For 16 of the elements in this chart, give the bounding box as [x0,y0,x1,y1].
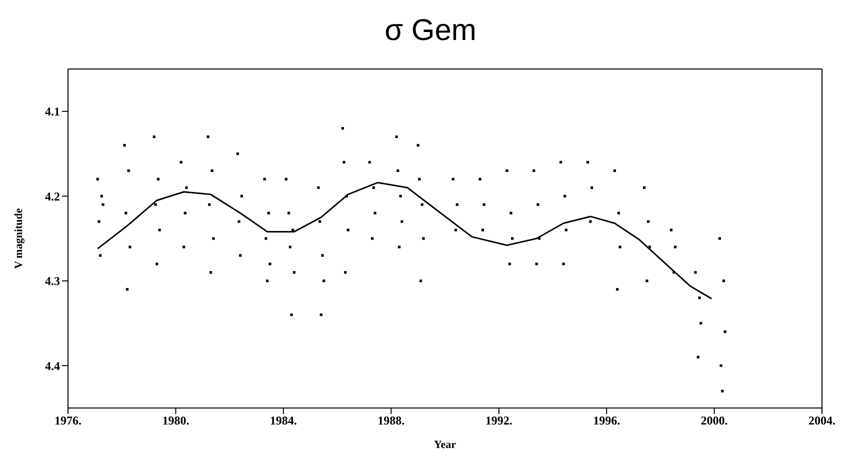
x-tick-label: 1984. [270,414,297,428]
x-tick-label: 1980. [162,414,190,428]
y-axis-title: V magnitude [12,208,25,269]
line-series [96,182,712,300]
x-tick-label: 2004. [808,414,836,428]
y-tick-label: 4.1 [45,104,60,119]
x-axis-title: Year [434,439,456,451]
y-tick-label: 4.3 [45,274,60,288]
y-tick-label: 4.2 [45,189,60,204]
x-tick-label: 1992. [485,414,512,428]
y-tick-label: 4.4 [45,358,60,373]
chart-title: σ Gem [384,13,478,49]
x-tick-label: 1996. [593,414,620,428]
x-tick-label: 2000. [700,414,728,428]
x-tick-label: 1976. [54,414,82,428]
x-tick-label: 1988. [378,414,405,428]
